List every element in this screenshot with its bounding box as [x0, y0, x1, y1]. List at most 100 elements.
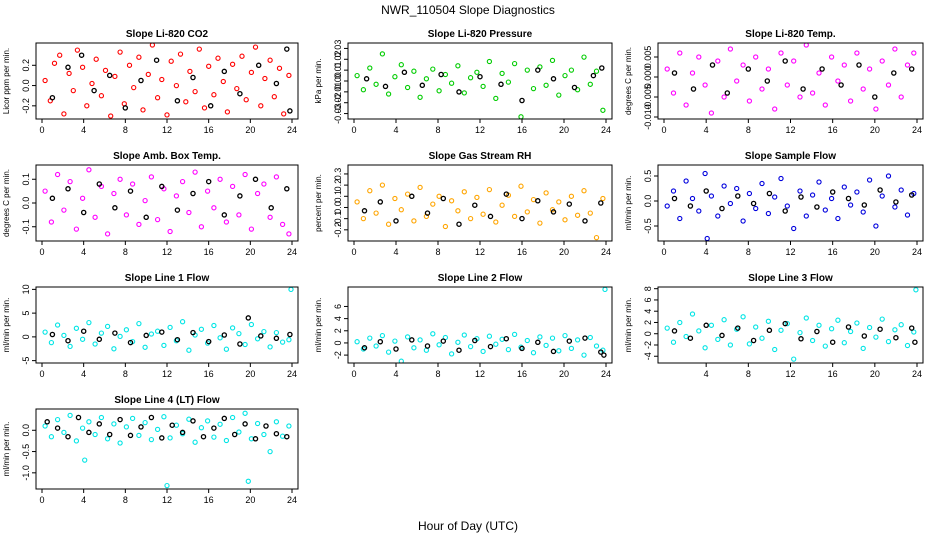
- data-point-5-15: [753, 205, 759, 212]
- highlight-point-6-3: [96, 336, 103, 343]
- highlight-point-5-6: [766, 190, 773, 197]
- data-point-9-21: [164, 482, 170, 489]
- highlight-point-9-21: [263, 423, 269, 429]
- data-point-4-23: [499, 202, 505, 208]
- highlight-point-8-1: [687, 335, 694, 341]
- highlight-point-5-10: [829, 189, 836, 195]
- panel-y-axis-label: ml/min per min.: [624, 298, 633, 353]
- panel-points-4: [42, 167, 292, 237]
- highlight-point-1-11: [571, 84, 578, 91]
- highlight-point-0-7: [153, 57, 160, 63]
- highlight-point-7-9: [503, 335, 510, 342]
- highlight-point-4-6: [456, 221, 462, 227]
- panel-y-axis-label: ml/min per min.: [2, 298, 11, 353]
- data-point-6-30: [229, 325, 236, 331]
- panel-y-axis-label: ml/min per min.: [624, 176, 633, 231]
- data-point-1-19: [474, 69, 480, 75]
- data-point-6-10: [104, 323, 111, 330]
- data-point-4-32: [556, 199, 562, 205]
- data-point-9-7: [82, 457, 88, 463]
- data-point-4-18: [467, 215, 474, 222]
- data-point-3-18: [154, 216, 161, 223]
- panel-y-axis-label: ml/min per min.: [314, 298, 323, 353]
- x-tick-label: 24: [287, 369, 297, 379]
- data-point-2-0: [664, 66, 670, 72]
- data-point-0-21: [140, 107, 146, 113]
- data-point-5-1: [670, 188, 677, 194]
- data-point-1-24: [505, 79, 512, 85]
- highlight-point-0-3: [91, 87, 97, 94]
- highlight-point-8-10: [829, 339, 836, 345]
- highlight-point-9-20: [252, 436, 259, 442]
- y-tick-label: -4: [643, 352, 653, 360]
- data-point-1-32: [556, 92, 562, 98]
- y-tick-label: 0.0: [333, 201, 343, 214]
- highlight-point-8-2: [703, 322, 709, 329]
- data-point-1-11: [423, 76, 430, 82]
- data-point-7-22: [493, 341, 499, 347]
- data-point-7-29: [537, 334, 543, 340]
- data-point-9-33: [236, 429, 242, 435]
- data-point-9-17: [142, 419, 148, 426]
- data-point-8-23: [809, 337, 816, 344]
- data-point-3-28: [217, 176, 223, 182]
- x-tick-label: 8: [435, 247, 440, 257]
- data-point-4-6: [392, 195, 398, 202]
- x-tick-label: 16: [204, 125, 214, 135]
- data-point-1-37: [587, 81, 593, 87]
- data-point-1-20: [480, 83, 486, 90]
- highlight-point-3-11: [221, 212, 228, 218]
- data-point-9-1: [48, 434, 55, 440]
- data-point-9-19: [154, 426, 161, 433]
- highlight-point-6-9: [190, 329, 196, 336]
- data-point-0-44: [248, 69, 255, 76]
- data-point-6-37: [273, 329, 280, 336]
- x-tick-label: 12: [162, 247, 172, 257]
- data-point-5-17: [765, 210, 772, 217]
- data-point-0-32: [192, 88, 198, 95]
- highlight-point-5-5: [750, 200, 757, 207]
- x-tick-label: 4: [704, 369, 709, 379]
- figure-title: NWR_110504 Slope Diagnostics: [381, 3, 555, 17]
- data-point-6-33: [248, 321, 255, 328]
- data-point-8-21: [797, 329, 803, 336]
- data-point-2-17: [772, 106, 778, 112]
- highlight-point-2-13: [908, 66, 915, 72]
- data-point-5-33: [866, 177, 873, 183]
- x-tick-label: 4: [393, 369, 398, 379]
- y-tick-label: 0.0: [21, 197, 31, 210]
- x-tick-label: 24: [601, 247, 611, 257]
- panel-title: Slope Li-820 CO2: [126, 29, 209, 40]
- data-point-0-45: [252, 44, 259, 50]
- data-point-4-33: [562, 217, 568, 223]
- data-point-0-43: [243, 97, 249, 103]
- data-point-0-22: [145, 71, 151, 78]
- data-point-1-12: [430, 66, 436, 72]
- data-point-4-27: [524, 209, 530, 215]
- highlight-point-7-1: [377, 338, 384, 345]
- data-point-6-2: [54, 322, 61, 328]
- highlight-point-1-9: [535, 67, 541, 73]
- data-point-7-36: [581, 352, 587, 358]
- data-point-1-38: [593, 68, 600, 74]
- highlight-point-3-10: [205, 178, 212, 185]
- x-tick-label: 8: [123, 247, 128, 257]
- highlight-point-2-7: [800, 86, 806, 92]
- highlight-point-5-14: [893, 199, 899, 205]
- data-point-7-32: [556, 348, 562, 354]
- y-tick-label: -0.02: [333, 92, 343, 113]
- data-point-4-36: [581, 188, 587, 194]
- highlight-point-3-8: [174, 207, 181, 213]
- highlight-point-1-3: [419, 82, 426, 89]
- y-tick-label: -2: [333, 351, 343, 359]
- data-point-2-1: [670, 90, 677, 96]
- data-point-2-36: [892, 46, 898, 52]
- highlight-point-5-0: [671, 195, 678, 202]
- highlight-point-6-4: [112, 330, 118, 336]
- highlight-point-9-19: [242, 421, 248, 427]
- data-point-1-33: [562, 72, 568, 79]
- data-point-7-37: [587, 334, 593, 341]
- highlight-point-9-17: [221, 415, 228, 422]
- x-tick-label: 4: [704, 125, 709, 135]
- highlight-point-8-6: [766, 327, 773, 334]
